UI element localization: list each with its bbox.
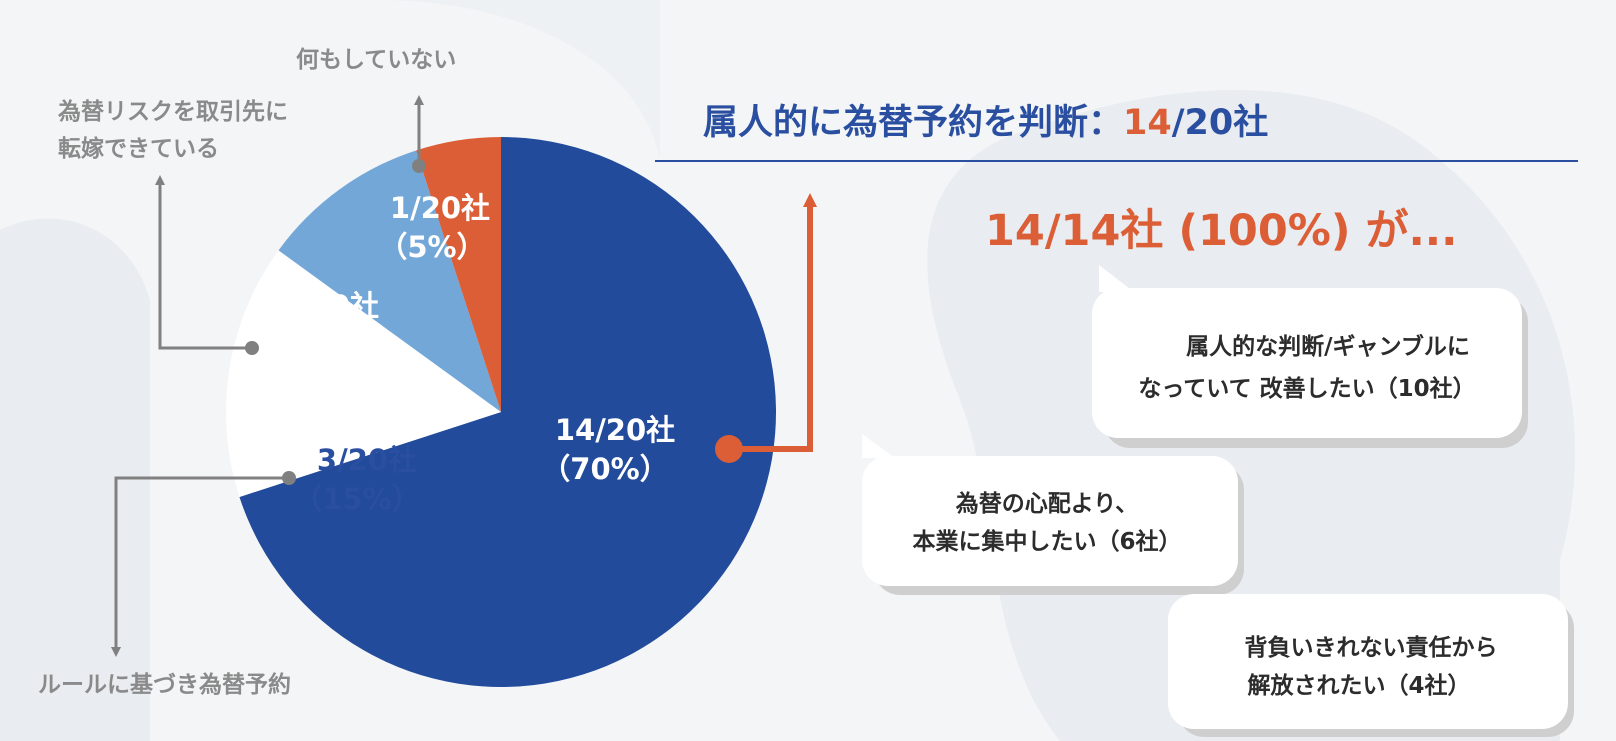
headline: 属人的に為替予約を判断：14/20社 — [703, 103, 1268, 143]
callout-dots — [245, 159, 426, 485]
callout-pass-through-line2: 転嫁できている — [58, 135, 219, 162]
headline-highlight: 14 — [1123, 103, 1172, 143]
callout-pass-through-line1: 為替リスクを取引先に — [58, 98, 288, 125]
subheadline: 14/14社 (100%) が... — [985, 206, 1457, 256]
bubble-2-line1: 為替の心配より、 — [956, 490, 1139, 517]
headline-prefix: 属人的に為替予約を判断： — [703, 103, 1123, 143]
callout-dot-rule-based — [282, 471, 296, 485]
slice-label-2: 2/20社 （10%） — [256, 289, 383, 362]
speech-bubble-1: 属人的な判断/ギャンブルに なっていて 改善したい（10社） — [1092, 265, 1528, 448]
headline-suffix: /20社 — [1172, 103, 1269, 143]
pie-slice-3 — [226, 250, 501, 497]
pie-chart — [226, 137, 777, 687]
callout-nothing: 何もしていない — [296, 47, 456, 73]
bubble-1-line2: なっていて 改善したい（10社） — [1138, 375, 1475, 402]
slice-value-14: 14/20社 — [555, 413, 675, 447]
callout-arrow-rule-based — [111, 476, 289, 657]
callout-dot-pass-through — [245, 341, 259, 355]
speech-bubble-3: 背負いきれない責任から 解放されたい（4社） — [1168, 594, 1574, 737]
callout-connectors — [111, 95, 424, 657]
pie-slice-2 — [278, 150, 501, 412]
slice-percent-2: （10%） — [256, 328, 383, 362]
slice-percent-14: （70%） — [541, 452, 668, 486]
bubble-3-line2: 解放されたい（4社） — [1247, 672, 1470, 699]
bubble-1-line1: 属人的な判断/ギャンブルに — [1186, 333, 1470, 360]
headline-connector-dot — [715, 435, 743, 463]
headline-connector-arrow — [729, 193, 817, 452]
slice-value-1: 1/20社 — [390, 191, 490, 225]
slice-percent-1: （5%） — [378, 230, 485, 264]
slice-label-3: 3/20社 （15%） — [293, 443, 420, 516]
pie-slice-14 — [239, 137, 777, 687]
slice-value-2: 2/20社 — [279, 289, 379, 323]
callout-dot-nothing — [412, 159, 426, 173]
slice-label-14: 14/20社 （70%） — [541, 413, 675, 486]
slice-label-1: 1/20社 （5%） — [378, 191, 490, 264]
bubble-2-line2: 本業に集中したい（6社） — [912, 528, 1181, 555]
slice-value-3: 3/20社 — [317, 443, 417, 477]
speech-bubble-2: 為替の心配より、 本業に集中したい（6社） — [862, 434, 1244, 595]
callout-rule-based: ルールに基づき為替予約 — [38, 671, 291, 698]
bubble-3-line1: 背負いきれない責任から — [1245, 634, 1498, 661]
pie-slice-1 — [416, 137, 501, 412]
slice-percent-3: （15%） — [293, 482, 420, 516]
callout-arrow-pass-through — [155, 175, 252, 350]
